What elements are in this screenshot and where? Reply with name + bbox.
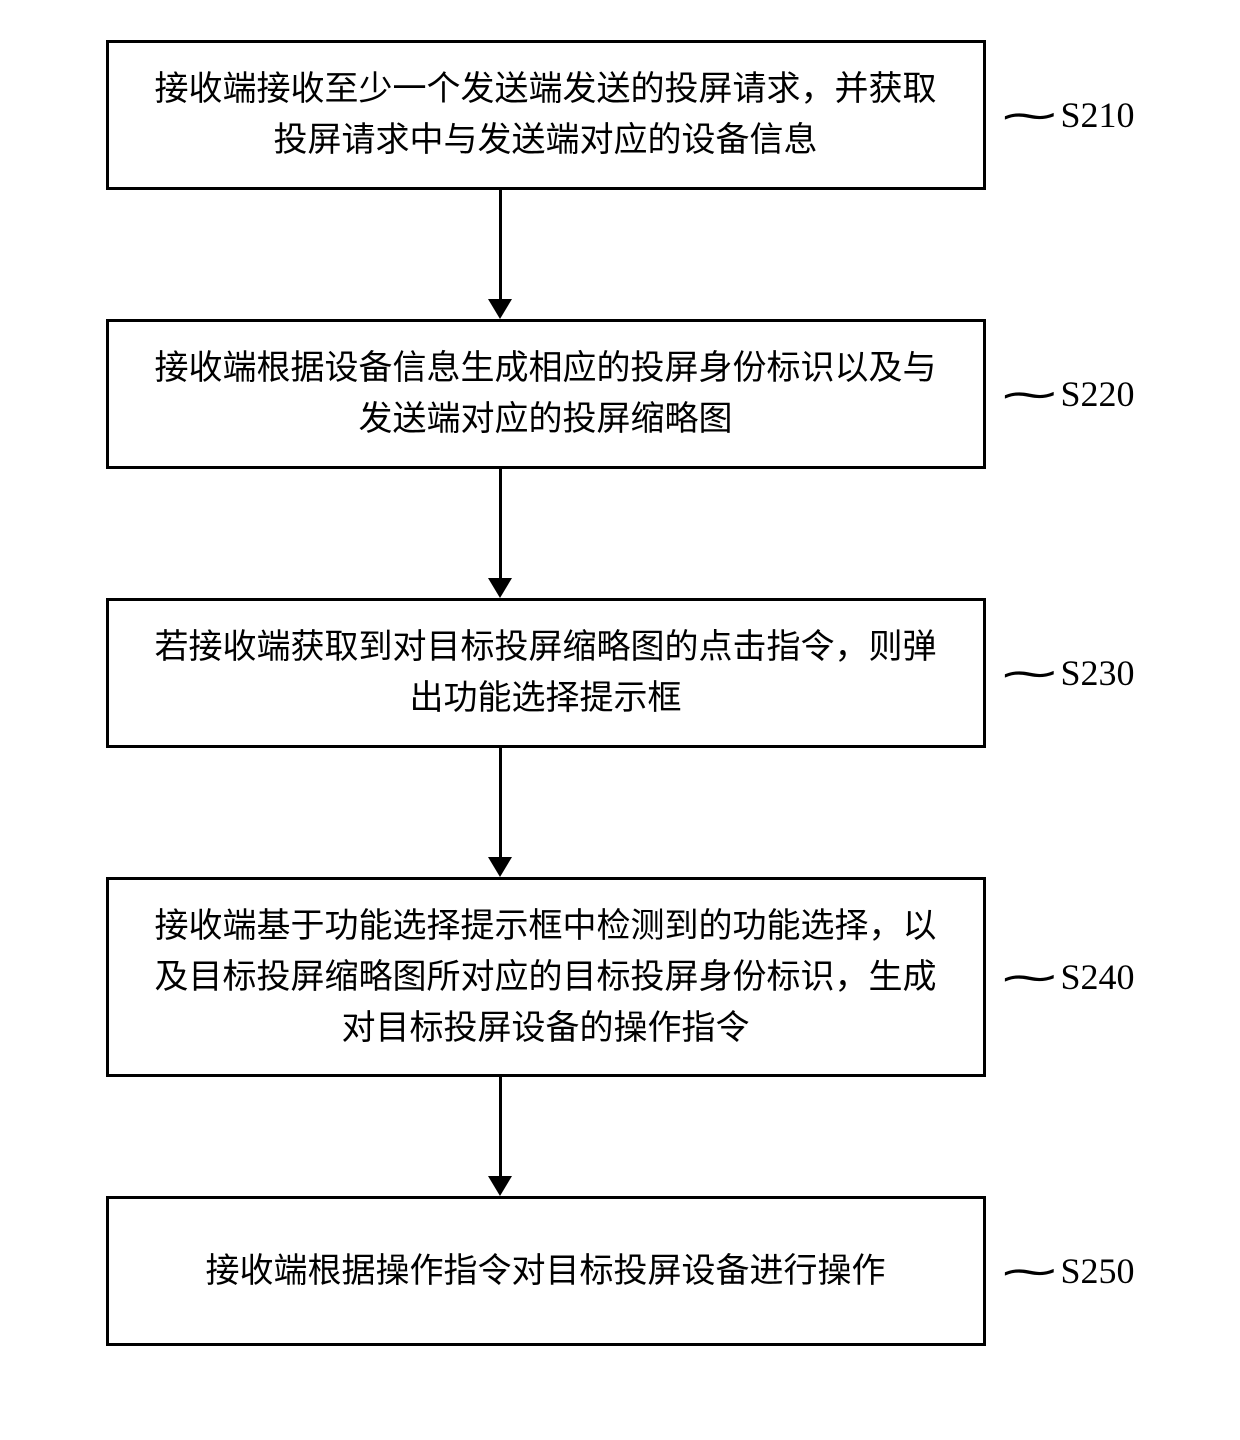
step-label-s210: S210 xyxy=(1060,94,1134,136)
arrow-line xyxy=(499,190,502,300)
tilde-icon: ∼ xyxy=(996,957,1062,996)
step-label-group: ∼ S240 xyxy=(1006,949,1135,1005)
arrow-down xyxy=(60,469,940,598)
arrow-line xyxy=(499,748,502,858)
step-box-s210: 接收端接收至少一个发送端发送的投屏请求，并获取投屏请求中与发送端对应的设备信息 xyxy=(106,40,986,190)
tilde-icon: ∼ xyxy=(996,653,1062,692)
arrow-head-icon xyxy=(488,299,512,319)
step-row: 接收端接收至少一个发送端发送的投屏请求，并获取投屏请求中与发送端对应的设备信息 … xyxy=(106,40,1135,190)
flowchart-column: 接收端接收至少一个发送端发送的投屏请求，并获取投屏请求中与发送端对应的设备信息 … xyxy=(60,40,1180,1346)
step-label-group: ∼ S250 xyxy=(1006,1243,1135,1299)
step-box-s250: 接收端根据操作指令对目标投屏设备进行操作 xyxy=(106,1196,986,1346)
tilde-icon: ∼ xyxy=(996,1251,1062,1290)
step-label-group: ∼ S210 xyxy=(1006,87,1135,143)
step-label-s230: S230 xyxy=(1060,652,1134,694)
step-label-s250: S250 xyxy=(1060,1250,1134,1292)
step-label-group: ∼ S230 xyxy=(1006,645,1135,701)
arrow-down xyxy=(60,748,940,877)
arrow-down xyxy=(60,190,940,319)
step-label-s240: S240 xyxy=(1060,956,1134,998)
arrow-head-icon xyxy=(488,578,512,598)
arrow-line xyxy=(499,469,502,579)
arrow-down xyxy=(60,1077,940,1196)
tilde-icon: ∼ xyxy=(996,374,1062,413)
step-row: 若接收端获取到对目标投屏缩略图的点击指令，则弹出功能选择提示框 ∼ S230 xyxy=(106,598,1135,748)
arrow-line xyxy=(499,1077,502,1177)
step-row: 接收端基于功能选择提示框中检测到的功能选择，以及目标投屏缩略图所对应的目标投屏身… xyxy=(106,877,1135,1077)
arrow-head-icon xyxy=(488,857,512,877)
step-label-group: ∼ S220 xyxy=(1006,366,1135,422)
step-box-s230: 若接收端获取到对目标投屏缩略图的点击指令，则弹出功能选择提示框 xyxy=(106,598,986,748)
step-box-s240: 接收端基于功能选择提示框中检测到的功能选择，以及目标投屏缩略图所对应的目标投屏身… xyxy=(106,877,986,1077)
flowchart-container: 接收端接收至少一个发送端发送的投屏请求，并获取投屏请求中与发送端对应的设备信息 … xyxy=(60,40,1180,1346)
arrow-head-icon xyxy=(488,1176,512,1196)
tilde-icon: ∼ xyxy=(996,95,1062,134)
step-row: 接收端根据设备信息生成相应的投屏身份标识以及与发送端对应的投屏缩略图 ∼ S22… xyxy=(106,319,1135,469)
step-row: 接收端根据操作指令对目标投屏设备进行操作 ∼ S250 xyxy=(106,1196,1135,1346)
step-label-s220: S220 xyxy=(1060,373,1134,415)
step-box-s220: 接收端根据设备信息生成相应的投屏身份标识以及与发送端对应的投屏缩略图 xyxy=(106,319,986,469)
